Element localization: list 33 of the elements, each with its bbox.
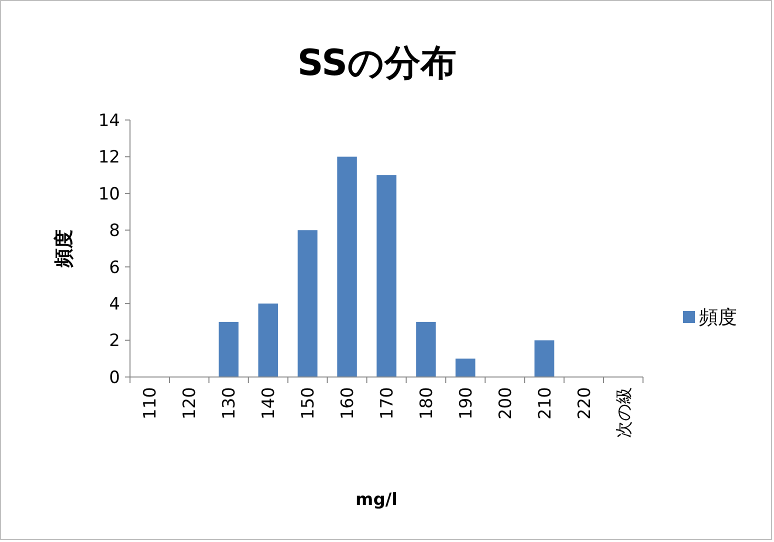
x-tick-label: 220: [574, 387, 595, 420]
bar: [258, 304, 278, 377]
x-tick-label: 170: [378, 387, 398, 420]
y-tick-label: 0: [109, 368, 120, 388]
legend-label: 頻度: [699, 306, 737, 329]
y-tick-label: 8: [109, 221, 120, 242]
x-tick-label: 次の級: [614, 387, 634, 438]
y-tick-label: 10: [98, 184, 120, 204]
y-tick-label: 6: [109, 258, 120, 278]
y-axis-title: 頻度: [53, 230, 75, 268]
chart-title: SSの分布: [297, 43, 457, 84]
x-tick-label: 160: [338, 387, 358, 420]
y-tick-label: 14: [98, 110, 120, 131]
x-tick-label: 210: [535, 387, 556, 420]
y-tick-label: 4: [109, 294, 120, 315]
x-tick-label: 190: [456, 387, 476, 420]
y-tick-label: 2: [109, 331, 120, 352]
bar: [416, 322, 436, 377]
x-tick-label: 130: [220, 387, 240, 420]
bar: [218, 322, 239, 377]
x-tick-label: 140: [259, 387, 280, 420]
bar: [376, 175, 396, 377]
bar: [337, 156, 357, 377]
y-tick-label: 12: [98, 148, 120, 168]
x-tick-label: 200: [496, 387, 516, 420]
x-tick-label: 110: [140, 387, 161, 420]
x-tick-label: 120: [180, 387, 200, 420]
bar: [456, 358, 476, 377]
x-tick-label: 180: [416, 387, 437, 420]
x-tick-label: 150: [298, 387, 319, 420]
bar: [298, 230, 318, 377]
bar: [534, 340, 554, 377]
x-axis-title: mg/l: [356, 490, 398, 510]
